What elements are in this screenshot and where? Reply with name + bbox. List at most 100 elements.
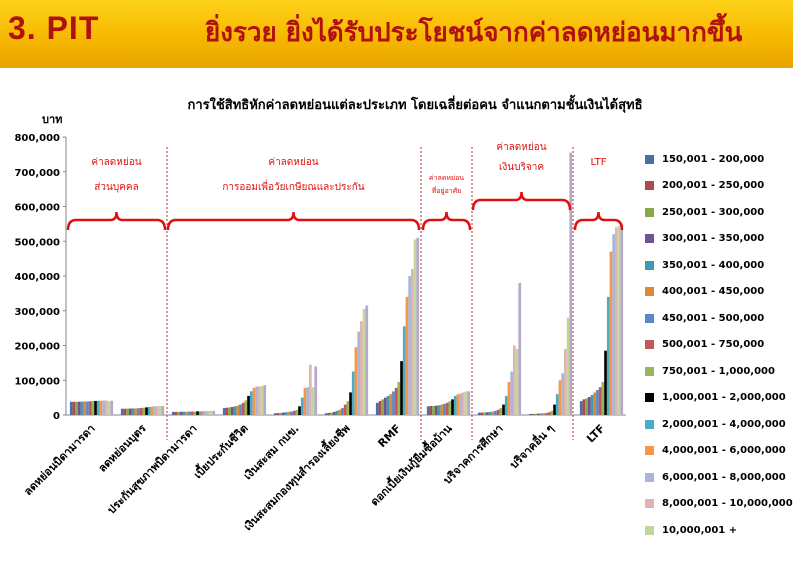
bar	[389, 394, 393, 415]
bar	[263, 385, 267, 415]
legend-item: 8,000,001 - 10,000,000	[645, 497, 793, 511]
bar	[260, 385, 264, 415]
legend-label: 450,001 - 500,000	[662, 312, 765, 324]
bar	[333, 411, 336, 415]
legend-swatch	[645, 472, 654, 482]
bar	[400, 361, 403, 415]
bar	[212, 410, 216, 415]
bar	[537, 413, 540, 415]
bar	[188, 411, 191, 415]
legend-swatch	[645, 525, 654, 535]
bar	[392, 391, 395, 415]
bar	[617, 225, 621, 415]
bar	[80, 401, 84, 415]
bar	[486, 412, 489, 415]
bar	[357, 331, 360, 415]
bar	[255, 386, 258, 415]
bracket	[421, 211, 472, 231]
legend-item: 400,001 - 450,000	[645, 285, 793, 299]
legend-item: 1,000,001 - 2,000,000	[645, 391, 793, 405]
bar	[542, 413, 546, 415]
bar	[346, 401, 350, 415]
legend-label: 10,000,001 +	[662, 524, 738, 536]
bar	[131, 408, 135, 415]
bar	[201, 411, 205, 415]
bar	[105, 400, 108, 415]
bar	[239, 404, 242, 415]
bar	[300, 397, 304, 416]
legend-label: 150,001 - 200,000	[662, 153, 765, 165]
bar	[528, 413, 532, 415]
legend-label: 4,000,001 - 6,000,000	[662, 445, 786, 456]
legend-swatch	[645, 260, 654, 270]
bar	[324, 413, 328, 415]
bar	[416, 237, 420, 415]
bar	[349, 392, 352, 415]
bar	[123, 408, 127, 415]
annotation-label: ค่าลดหย่อน	[496, 142, 546, 153]
bar	[338, 409, 342, 415]
x-tick-label: RMF	[375, 422, 403, 450]
bar	[137, 408, 140, 415]
bar	[335, 410, 339, 415]
legend-item: 6,000,001 - 8,000,000	[645, 470, 793, 484]
bar	[107, 401, 111, 415]
bar	[282, 412, 285, 415]
bar	[354, 347, 358, 415]
bar	[462, 392, 465, 415]
bar	[547, 412, 551, 415]
legend-swatch	[645, 393, 654, 402]
bar	[480, 412, 484, 415]
legend-swatch	[645, 181, 654, 190]
bar	[150, 406, 154, 415]
bar	[384, 397, 387, 416]
bar	[453, 395, 457, 415]
bar	[507, 381, 511, 415]
bar	[494, 410, 497, 415]
section-number: 3. PIT	[8, 10, 100, 46]
bar	[435, 405, 438, 415]
y-tick-label: 0	[53, 411, 60, 422]
bar	[311, 387, 315, 415]
bar	[510, 371, 513, 415]
bar	[499, 408, 503, 415]
bar	[437, 405, 441, 415]
bracket	[166, 211, 421, 231]
y-tick-label: 500,000	[14, 237, 60, 248]
bar	[88, 401, 92, 415]
x-tick-label: เงินสะสมกองทุนสำรองเลี้ยงชีพ	[240, 421, 353, 534]
bar	[252, 387, 256, 415]
bar	[147, 407, 151, 415]
bar	[241, 402, 245, 415]
bar	[142, 407, 146, 415]
annotation-label: ที่อยู่อาศัย	[432, 186, 462, 195]
bar	[620, 223, 624, 416]
bar	[156, 406, 159, 415]
bar	[609, 251, 613, 415]
y-tick-label: 200,000	[14, 342, 60, 353]
bar	[145, 407, 148, 415]
bar	[193, 411, 197, 415]
bar	[110, 400, 114, 415]
bar	[582, 399, 586, 415]
annotation-label: เงินบริจาค	[499, 162, 544, 173]
legend-swatch	[645, 234, 654, 243]
bar	[247, 395, 250, 415]
bar	[564, 348, 567, 415]
bar	[360, 321, 363, 415]
bar	[394, 387, 398, 415]
annotation-label: ค่าลดหย่อน	[91, 157, 141, 168]
bar	[231, 407, 234, 415]
page-title: ยิ่งรวย ยิ่งได้รับประโยชน์จากค่าลดหย่อนม…	[205, 18, 743, 48]
bar	[464, 391, 468, 415]
bar	[467, 391, 471, 415]
bar	[531, 413, 535, 415]
bar	[94, 400, 97, 415]
bar	[228, 407, 231, 415]
bar	[69, 401, 73, 415]
bar	[432, 405, 435, 415]
bar	[99, 400, 103, 415]
y-tick-label: 300,000	[14, 307, 60, 318]
bar	[236, 405, 240, 415]
bar	[386, 395, 390, 415]
